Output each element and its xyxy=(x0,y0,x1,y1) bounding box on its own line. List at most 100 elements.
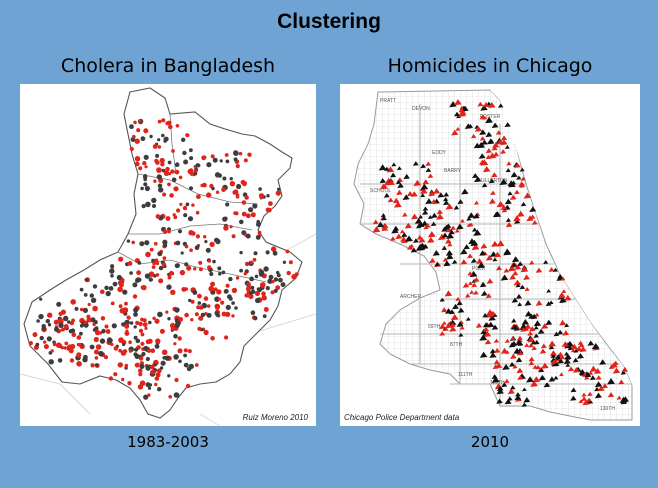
cholera-case-point xyxy=(231,287,238,294)
cholera-case-point xyxy=(143,394,149,400)
homicide-point xyxy=(437,192,445,198)
cholera-case-point xyxy=(43,344,49,350)
cholera-case-point xyxy=(178,359,182,364)
cholera-case-point xyxy=(122,307,129,313)
cholera-case-point xyxy=(202,182,207,188)
cholera-case-point xyxy=(90,317,96,323)
homicide-point xyxy=(428,190,436,197)
homicide-point xyxy=(495,130,502,135)
cholera-case-point xyxy=(277,187,281,191)
cholera-case-point xyxy=(58,329,62,333)
homicide-point xyxy=(601,383,608,389)
homicide-point xyxy=(443,200,450,206)
homicide-point xyxy=(442,257,448,262)
cholera-case-point xyxy=(233,189,239,195)
homicide-point xyxy=(484,339,492,345)
cholera-case-point xyxy=(155,372,161,378)
homicide-point xyxy=(467,281,473,286)
cholera-case-point xyxy=(147,393,151,397)
cholera-case-point xyxy=(267,278,273,284)
cholera-case-point xyxy=(278,277,283,283)
homicide-point xyxy=(523,274,530,280)
cholera-case-point xyxy=(154,318,160,324)
homicide-point xyxy=(477,261,486,269)
homicide-point xyxy=(610,362,618,368)
cholera-case-point xyxy=(168,124,173,130)
cholera-case-point xyxy=(182,205,188,211)
homicide-point xyxy=(514,218,521,224)
homicide-point xyxy=(529,326,536,332)
homicide-point xyxy=(487,321,495,328)
cholera-case-point xyxy=(98,350,104,357)
homicide-point xyxy=(420,193,426,198)
cholera-case-point xyxy=(223,225,229,231)
cholera-case-point xyxy=(222,176,227,181)
homicide-point xyxy=(480,243,488,249)
homicide-point xyxy=(504,122,511,128)
homicide-point xyxy=(427,231,436,238)
homicide-point xyxy=(429,257,436,264)
cholera-case-point xyxy=(174,169,180,175)
cholera-case-point xyxy=(129,124,134,130)
cholera-case-point xyxy=(159,366,164,370)
cholera-case-point xyxy=(197,301,202,305)
cholera-case-point xyxy=(139,380,146,387)
cholera-case-point xyxy=(79,323,84,328)
cholera-case-point xyxy=(166,284,172,290)
homicide-point xyxy=(577,340,584,345)
cholera-case-point xyxy=(234,306,238,310)
homicide-point xyxy=(384,180,390,186)
cholera-case-point xyxy=(261,295,267,301)
street-label: EDDY xyxy=(432,150,447,156)
homicide-point xyxy=(575,346,583,352)
cholera-case-point xyxy=(177,229,183,234)
homicide-point xyxy=(572,367,580,373)
cholera-case-point xyxy=(182,150,187,156)
homicide-point xyxy=(620,370,627,375)
cholera-case-point xyxy=(170,169,175,174)
homicide-point xyxy=(450,225,456,231)
cholera-case-point xyxy=(106,337,113,343)
homicide-point xyxy=(500,274,509,281)
homicide-point xyxy=(548,376,556,382)
cholera-case-point xyxy=(179,202,183,206)
cholera-case-point xyxy=(198,315,204,321)
cholera-case-point xyxy=(268,201,273,206)
homicide-point xyxy=(473,277,480,283)
cholera-case-point xyxy=(118,304,123,309)
homicide-point xyxy=(502,363,510,370)
cholera-case-point xyxy=(197,293,202,299)
homicide-point xyxy=(425,198,433,205)
cholera-case-point xyxy=(140,285,145,290)
cholera-case-point xyxy=(67,320,71,324)
left-map-credit: Ruiz Moreno 2010 xyxy=(240,413,310,422)
homicide-point xyxy=(470,258,477,263)
cholera-case-point xyxy=(276,270,280,275)
homicide-point xyxy=(543,260,549,264)
homicide-point xyxy=(444,322,453,329)
homicide-point xyxy=(527,331,534,336)
cholera-case-point xyxy=(93,349,99,355)
cholera-case-point xyxy=(188,298,192,303)
homicide-point xyxy=(479,250,486,256)
cholera-case-point xyxy=(158,278,164,284)
homicide-point xyxy=(594,392,602,399)
cholera-case-point xyxy=(238,151,243,156)
homicide-point xyxy=(386,166,395,173)
homicide-point xyxy=(420,188,428,194)
cholera-case-point xyxy=(172,213,176,217)
homicide-point xyxy=(488,152,497,159)
homicide-point xyxy=(501,382,508,388)
homicide-point xyxy=(458,110,466,117)
homicide-point xyxy=(379,178,386,184)
homicide-point xyxy=(515,283,521,288)
homicide-point xyxy=(503,248,511,255)
cholera-case-point xyxy=(110,264,115,269)
cholera-case-point xyxy=(173,392,180,398)
cholera-case-point xyxy=(210,336,215,341)
homicide-point xyxy=(504,398,512,405)
cholera-case-point xyxy=(113,372,118,377)
cholera-case-point xyxy=(171,177,177,183)
cholera-case-point xyxy=(243,158,248,163)
cholera-case-point xyxy=(286,270,291,276)
